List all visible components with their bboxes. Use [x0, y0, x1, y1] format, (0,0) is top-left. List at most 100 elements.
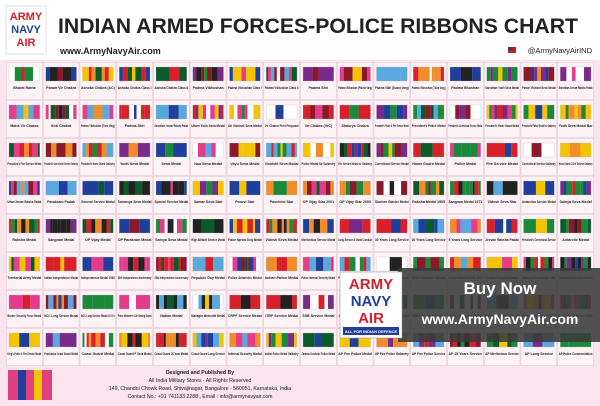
ribbon-outline — [155, 180, 187, 196]
ribbon-stripe — [180, 257, 187, 271]
ribbon-stripe — [324, 295, 329, 309]
ribbon-stripe — [277, 143, 281, 157]
ribbon-stripe — [20, 67, 25, 81]
ribbon-stripe — [129, 219, 140, 233]
website[interactable]: www.ArmyNavyAir.com — [59, 46, 161, 56]
ribbon-stripe — [219, 295, 224, 309]
ribbon-stripe — [102, 105, 110, 119]
ribbon-outline — [229, 66, 261, 82]
ribbon-label: 30 Years Long Service — [375, 238, 409, 242]
ribbon-stripe — [91, 257, 104, 271]
ribbon-label: Samanya Seva Medal — [118, 200, 152, 204]
ribbon-stripe — [109, 105, 114, 119]
ribbon-stripe — [523, 143, 532, 157]
ribbon-stripe — [9, 257, 12, 271]
ribbon-stripe — [388, 333, 394, 347]
ribbon-stripe — [119, 181, 124, 195]
ribbon-stripe — [507, 67, 512, 81]
promo-url[interactable]: www.ArmyNavyAir.com — [421, 311, 579, 327]
ribbon-stripe — [159, 295, 164, 309]
ribbon-outline — [339, 218, 371, 234]
ribbon-stripe — [192, 181, 201, 195]
ribbon-label: Coast Guard Medal — [82, 352, 115, 356]
ribbon-stripe — [560, 219, 566, 233]
ribbon-stripe — [376, 105, 385, 119]
ribbon-stripe — [287, 257, 298, 271]
ribbon-stripe — [535, 181, 546, 195]
ribbon-stripe — [566, 181, 571, 195]
ribbon-stripe — [512, 257, 518, 271]
promo-overlay[interactable]: ARMY NAVY AIR ALL FOR INDIAN DEFENCE Buy… — [339, 268, 600, 342]
buy-now[interactable]: Buy Now — [464, 279, 538, 298]
ribbon-stripe — [129, 257, 134, 271]
ribbon-stripe — [205, 295, 210, 309]
ribbon-label: Param Vir Chakra — [46, 86, 77, 90]
ribbon-stripe — [344, 257, 350, 271]
ribbon-stripe — [568, 219, 575, 233]
ribbon-stripe — [491, 105, 495, 119]
ribbon-stripe — [313, 219, 321, 233]
ribbon-outline — [302, 294, 334, 310]
ribbon-label: President's Home Guard Medal — [485, 124, 519, 128]
ribbon-stripe — [33, 105, 40, 119]
ribbon-stripe — [303, 257, 310, 271]
ribbon-stripe — [192, 143, 198, 157]
ribbon-outline — [339, 104, 371, 120]
ribbon-stripe — [172, 181, 179, 195]
ribbon-stripe — [229, 219, 234, 233]
ribbon-outline — [302, 218, 334, 234]
ribbon-stripe — [565, 105, 569, 119]
social-handle[interactable]: @ArmyNavyAirIND — [528, 46, 593, 55]
ribbon-stripe — [92, 295, 105, 309]
ribbon-stripe — [32, 143, 38, 157]
ribbon-stripe — [537, 67, 542, 81]
ribbon-stripe — [276, 257, 288, 271]
ribbon-stripe — [139, 219, 151, 233]
ribbon-label: President's Fire Service Medal — [8, 162, 42, 166]
ribbon-label: Vir Chakra (VrC) — [305, 124, 333, 128]
ribbon-stripe — [123, 181, 129, 195]
ribbon-label: Raksha Medal — [12, 238, 36, 242]
ribbon-stripe — [423, 67, 426, 81]
ribbon-label: Nation Medal — [160, 314, 182, 318]
ribbon-label: Sainya Seva Medal — [560, 200, 592, 204]
ribbon-label: Siachen Glacier Medal — [375, 200, 409, 204]
ribbon-stripe — [473, 257, 481, 271]
ribbon-stripe — [211, 143, 216, 157]
ribbon-stripe — [55, 105, 59, 119]
ribbon-stripe — [61, 295, 65, 309]
ribbon-stripe — [361, 143, 364, 157]
ribbon-stripe — [344, 143, 348, 157]
ribbon-stripe — [389, 105, 397, 119]
ribbon-stripe — [352, 67, 362, 81]
ribbon-outline — [82, 294, 114, 310]
ribbon-stripe — [460, 67, 473, 81]
ribbon-stripe — [303, 143, 311, 157]
ribbon-stripe — [206, 181, 213, 195]
ribbon-stripe — [212, 181, 219, 195]
ribbon-stripe — [197, 143, 206, 157]
ribbon-stripe — [249, 143, 256, 157]
ribbon-stripe — [73, 105, 77, 119]
ribbon-stripe — [82, 105, 88, 119]
ribbon-label: President's Home Guard Gallantry — [81, 162, 115, 166]
ribbon-stripe — [156, 67, 170, 81]
ribbon-outline — [155, 104, 187, 120]
ribbon-stripe — [146, 257, 151, 271]
ribbon-stripe — [563, 181, 567, 195]
ribbon-stripe — [339, 333, 350, 347]
ribbon-stripe — [268, 67, 272, 81]
ribbon-stripe — [318, 67, 334, 81]
ribbon-stripe — [568, 105, 575, 119]
ribbon-outline — [82, 104, 114, 120]
ribbon-outline — [486, 66, 518, 82]
ribbon-stripe — [266, 67, 269, 81]
ribbon-stripe — [535, 219, 547, 233]
ribbon-stripe — [104, 333, 109, 347]
ribbon-label: Sainya Seva Medal — [155, 238, 187, 242]
ribbon-label: Special Service Medal — [155, 200, 189, 204]
ribbon-stripe — [450, 143, 454, 157]
logo-word: ARMY — [10, 11, 43, 23]
ribbon-stripe — [229, 257, 233, 271]
ribbon-stripe — [253, 105, 261, 119]
